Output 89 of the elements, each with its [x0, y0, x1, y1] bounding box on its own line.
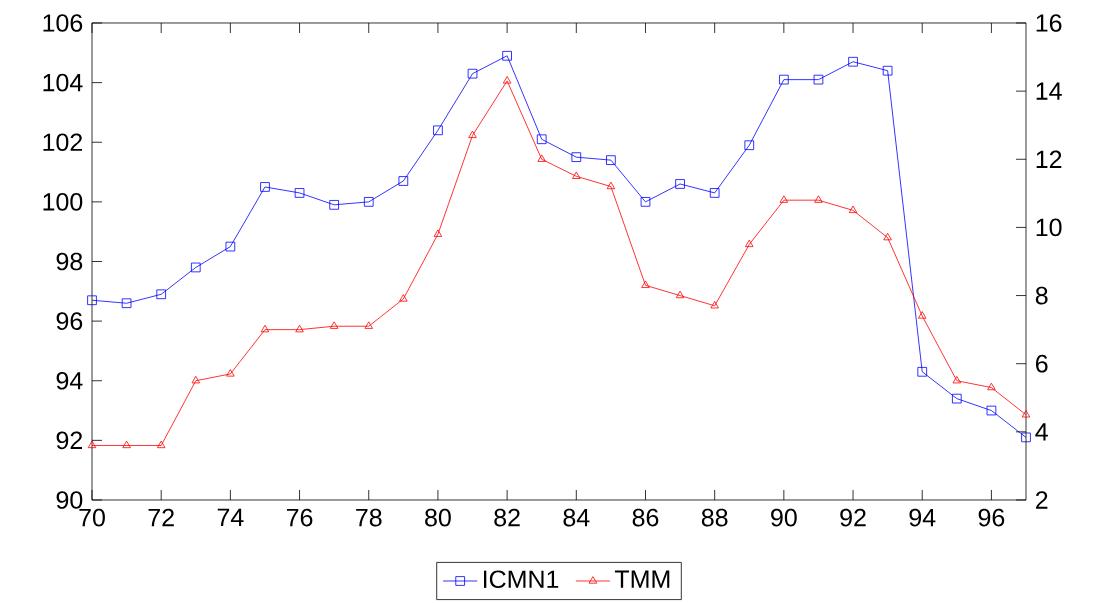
point	[295, 324, 304, 333]
y2-tick-label: 4	[1035, 423, 1048, 441]
x-tick-label: 84	[563, 508, 590, 527]
point	[848, 56, 858, 67]
point	[225, 241, 236, 252]
point	[537, 154, 546, 162]
point	[156, 289, 166, 300]
point	[709, 188, 720, 198]
x-tick-label: 92	[840, 508, 866, 527]
point	[606, 155, 616, 165]
point	[536, 134, 547, 145]
point	[156, 440, 166, 449]
point	[433, 125, 443, 136]
point	[640, 197, 651, 207]
point	[329, 200, 339, 210]
y-tick-label: 102	[43, 133, 82, 152]
point	[779, 195, 789, 203]
point	[675, 179, 685, 189]
point	[918, 311, 927, 319]
x-tick-label: 94	[909, 508, 936, 527]
point	[260, 182, 270, 192]
point	[190, 262, 201, 273]
y2-tick-label: 10	[1036, 218, 1062, 237]
y-tick-label: 92	[56, 431, 83, 450]
point	[571, 152, 582, 162]
point	[399, 294, 408, 302]
point	[710, 300, 719, 309]
y2-tick-label: 16	[1036, 14, 1062, 32]
point	[952, 375, 962, 384]
y2-tick-label: 12	[1036, 150, 1062, 168]
x-tick-label: 88	[701, 508, 728, 527]
y2-tick-label: 2	[1035, 491, 1048, 509]
x-tick-label: 96	[978, 508, 1005, 527]
point	[294, 188, 305, 198]
point	[467, 68, 478, 79]
point	[226, 369, 235, 377]
y2-tick-label: 14	[1036, 82, 1062, 100]
point	[433, 229, 443, 237]
point	[398, 176, 409, 186]
x-tick-label: 82	[494, 508, 520, 527]
point	[468, 130, 477, 139]
y-tick-label: 104	[43, 73, 83, 92]
point	[744, 140, 755, 151]
point	[572, 171, 581, 179]
point	[952, 393, 962, 404]
x-tick-label: 74	[217, 508, 244, 526]
point	[987, 382, 996, 391]
x-tick-label: 90	[771, 508, 797, 527]
point	[1021, 410, 1031, 418]
point	[675, 290, 685, 299]
y-tick-label: 106	[43, 14, 83, 32]
point	[87, 295, 97, 306]
x-tick-label: 72	[148, 508, 174, 527]
legend-label: TMM	[614, 570, 670, 588]
point	[606, 181, 616, 190]
x-tick-label: 76	[286, 508, 313, 527]
point	[502, 76, 512, 84]
point	[813, 74, 824, 85]
point	[883, 232, 892, 241]
point	[122, 440, 131, 449]
point	[641, 280, 650, 288]
y-tick-label: 100	[43, 193, 83, 211]
point	[502, 50, 512, 61]
y-tick-label: 96	[56, 312, 83, 330]
point	[848, 205, 858, 213]
y-tick-label: 98	[56, 252, 83, 271]
x-tick-label: 80	[425, 508, 451, 527]
point	[814, 195, 823, 203]
point	[882, 65, 893, 76]
y-tick-label: 94	[56, 371, 83, 390]
point	[917, 366, 928, 377]
legend-label: ICMN1	[483, 570, 559, 589]
y2-tick-label: 6	[1035, 354, 1048, 373]
point	[1021, 432, 1031, 443]
point	[87, 440, 97, 449]
y-tick-label: 90	[56, 491, 83, 509]
point	[986, 405, 997, 416]
point	[745, 239, 754, 248]
point	[260, 324, 270, 333]
point	[779, 74, 789, 85]
x-tick-label: 78	[356, 508, 382, 527]
x-tick-label: 86	[632, 508, 659, 527]
point	[191, 375, 200, 384]
point	[364, 321, 373, 329]
point	[121, 298, 132, 309]
y2-tick-label: 8	[1035, 286, 1048, 305]
point	[363, 197, 374, 207]
point	[329, 321, 339, 329]
x-tick-label: 70	[79, 508, 105, 527]
